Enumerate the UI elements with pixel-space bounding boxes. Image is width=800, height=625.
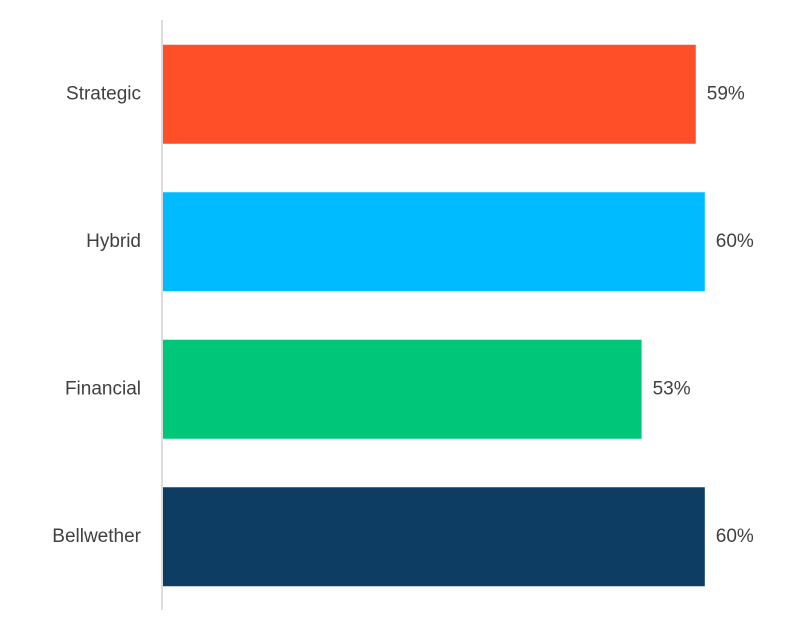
value-label: 60% <box>716 526 754 547</box>
value-label: 59% <box>707 83 745 104</box>
y-tick-label: Strategic <box>66 83 141 104</box>
bar <box>163 192 705 292</box>
value-label: 53% <box>653 378 691 399</box>
bar <box>163 487 705 587</box>
y-tick-label: Bellwether <box>52 526 141 547</box>
y-tick-label: Financial <box>65 378 141 399</box>
y-tick-label: Hybrid <box>86 231 141 252</box>
bar <box>163 44 696 144</box>
bar <box>163 339 642 439</box>
value-label: 60% <box>716 231 754 252</box>
